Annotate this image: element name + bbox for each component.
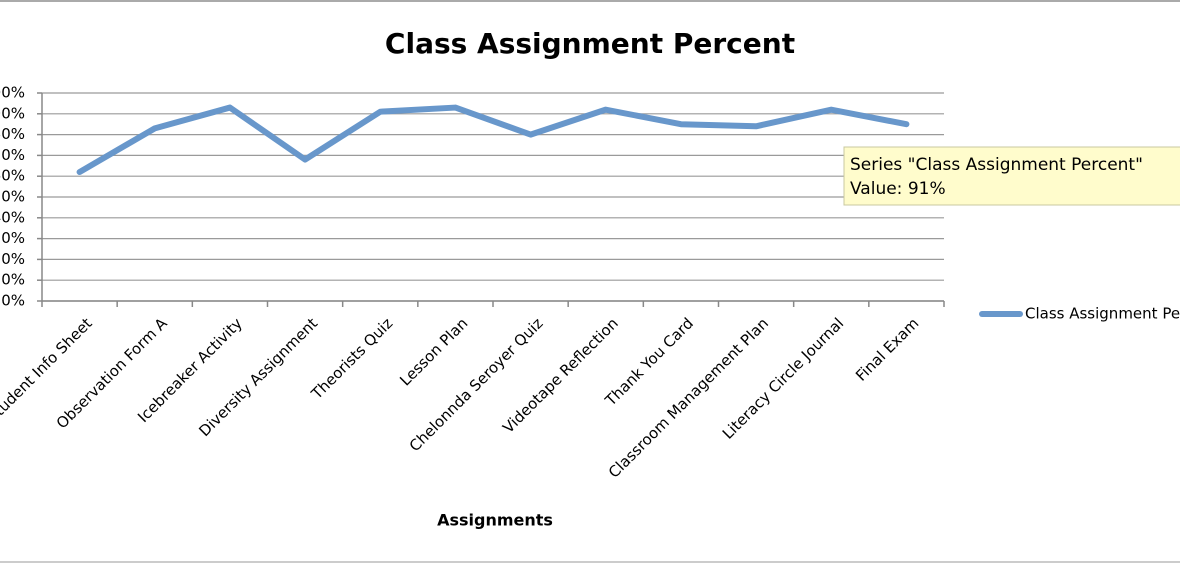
x-tick-label: Literacy Circle Journal (719, 314, 847, 442)
y-tick-label: 100% (0, 84, 25, 102)
y-tick-label: 60% (0, 167, 25, 185)
y-tick-label: 0% (1, 292, 25, 310)
tooltip-series: Series "Class Assignment Percent" (850, 155, 1143, 175)
data-line (76, 104, 910, 176)
y-tick-label: 50% (0, 188, 25, 206)
y-tick-label: 80% (0, 125, 25, 143)
x-tick-label: Chelonnda Seroyer Quiz (406, 314, 547, 455)
y-tick-label: 40% (0, 208, 25, 226)
y-tick-label: 90% (0, 104, 25, 122)
y-tick-label: 70% (0, 146, 25, 164)
x-axis-title: Assignments (437, 511, 553, 530)
x-tick-label: Classroom Management Plan (605, 314, 772, 481)
x-tick-label: Final Exam (852, 314, 922, 384)
chart-title: Class Assignment Percent (385, 27, 795, 60)
y-tick-label: 10% (0, 271, 25, 289)
tooltip-value: Value: 91% (850, 179, 946, 199)
legend-label: Class Assignment Percent (1025, 305, 1180, 323)
y-tick-label: 30% (0, 229, 25, 247)
y-tick-label: 20% (0, 250, 25, 268)
x-tick-label: Lesson Plan (396, 314, 471, 389)
tooltip: Series "Class Assignment Percent" Value: … (843, 146, 1180, 206)
tooltip-box (843, 146, 1180, 206)
